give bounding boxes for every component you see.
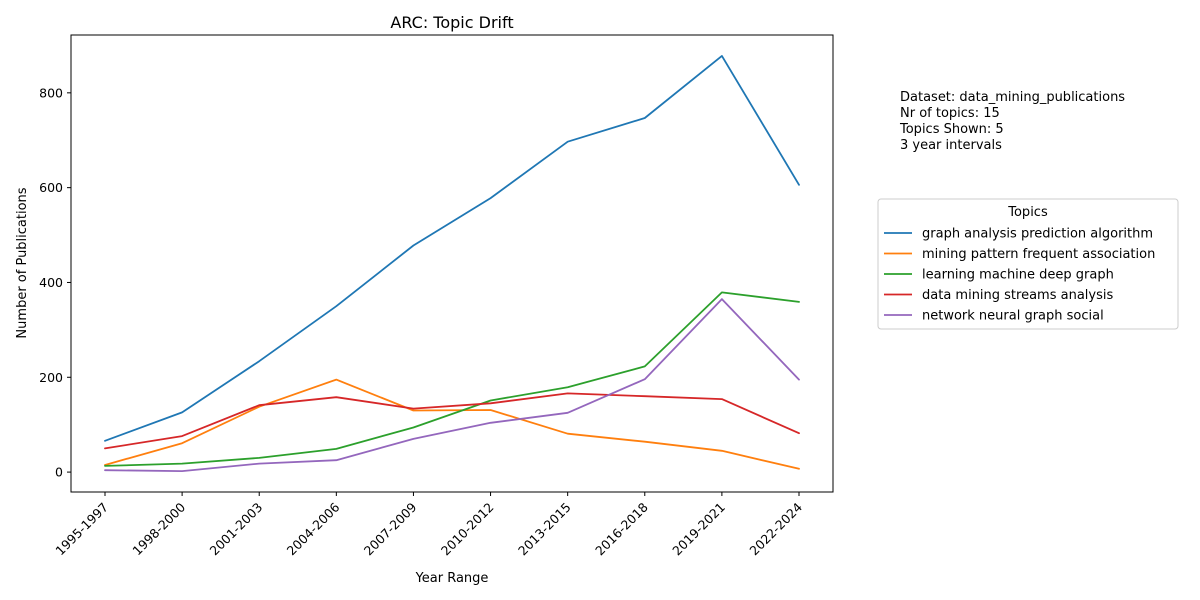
info-interval: 3 year intervals <box>900 138 1002 153</box>
info-topics-shown: Topics Shown: 5 <box>899 122 1004 137</box>
x-tick-label: 1998-2000 <box>129 499 188 558</box>
x-tick-label: 2016-2018 <box>592 499 651 558</box>
legend-label: network neural graph social <box>922 309 1104 324</box>
y-tick-label: 600 <box>39 180 63 195</box>
x-tick-label: 2007-2009 <box>361 499 420 558</box>
series-line-1 <box>104 55 800 442</box>
series-line-5 <box>104 298 800 473</box>
info-dataset: Dataset: data_mining_publications <box>900 90 1125 105</box>
y-tick-label: 400 <box>39 275 63 290</box>
y-axis-label: Number of Publications <box>15 187 30 338</box>
x-tick-label: 2004-2006 <box>284 499 343 558</box>
y-tick-label: 200 <box>39 370 63 385</box>
x-axis-ticks: 1995-1997 1998-2000 2001-2003 2004-2006 2007… <box>52 492 805 558</box>
y-tick-label: 0 <box>55 465 63 480</box>
dataset-info: Dataset: data_mining_publications Nr of … <box>899 90 1125 153</box>
legend: Topics graph analysis prediction algorit… <box>877 198 1179 330</box>
legend-box <box>877 198 1179 330</box>
legend-label: graph analysis prediction algorithm <box>922 227 1153 242</box>
x-tick-label: 2001-2003 <box>207 500 266 559</box>
plot-area <box>70 34 834 493</box>
series-line-3 <box>104 291 800 467</box>
legend-title: Topics <box>1007 205 1048 220</box>
axes-frame <box>70 34 834 493</box>
y-tick-label: 800 <box>39 85 63 100</box>
info-topic-count: Nr of topics: 15 <box>900 106 1000 121</box>
legend-label: data mining streams analysis <box>922 288 1113 303</box>
y-axis-ticks: 0 200 400 600 800 <box>39 85 71 480</box>
x-axis-label: Year Range <box>415 571 489 586</box>
series-line-2 <box>104 378 800 470</box>
legend-label: mining pattern frequent association <box>922 247 1155 262</box>
x-tick-label: 2019-2021 <box>669 500 728 559</box>
chart-title: ARC: Topic Drift <box>390 13 513 32</box>
x-tick-label: 2013-2015 <box>515 500 574 559</box>
x-tick-label: 1995-1997 <box>52 500 111 559</box>
series-lines <box>104 55 800 473</box>
series-line-4 <box>104 392 800 450</box>
x-tick-label: 2022-2024 <box>746 499 805 558</box>
legend-entries: graph analysis prediction algorithm minin… <box>884 227 1155 324</box>
legend-label: learning machine deep graph <box>922 268 1114 283</box>
x-tick-label: 2010-2012 <box>438 500 497 559</box>
